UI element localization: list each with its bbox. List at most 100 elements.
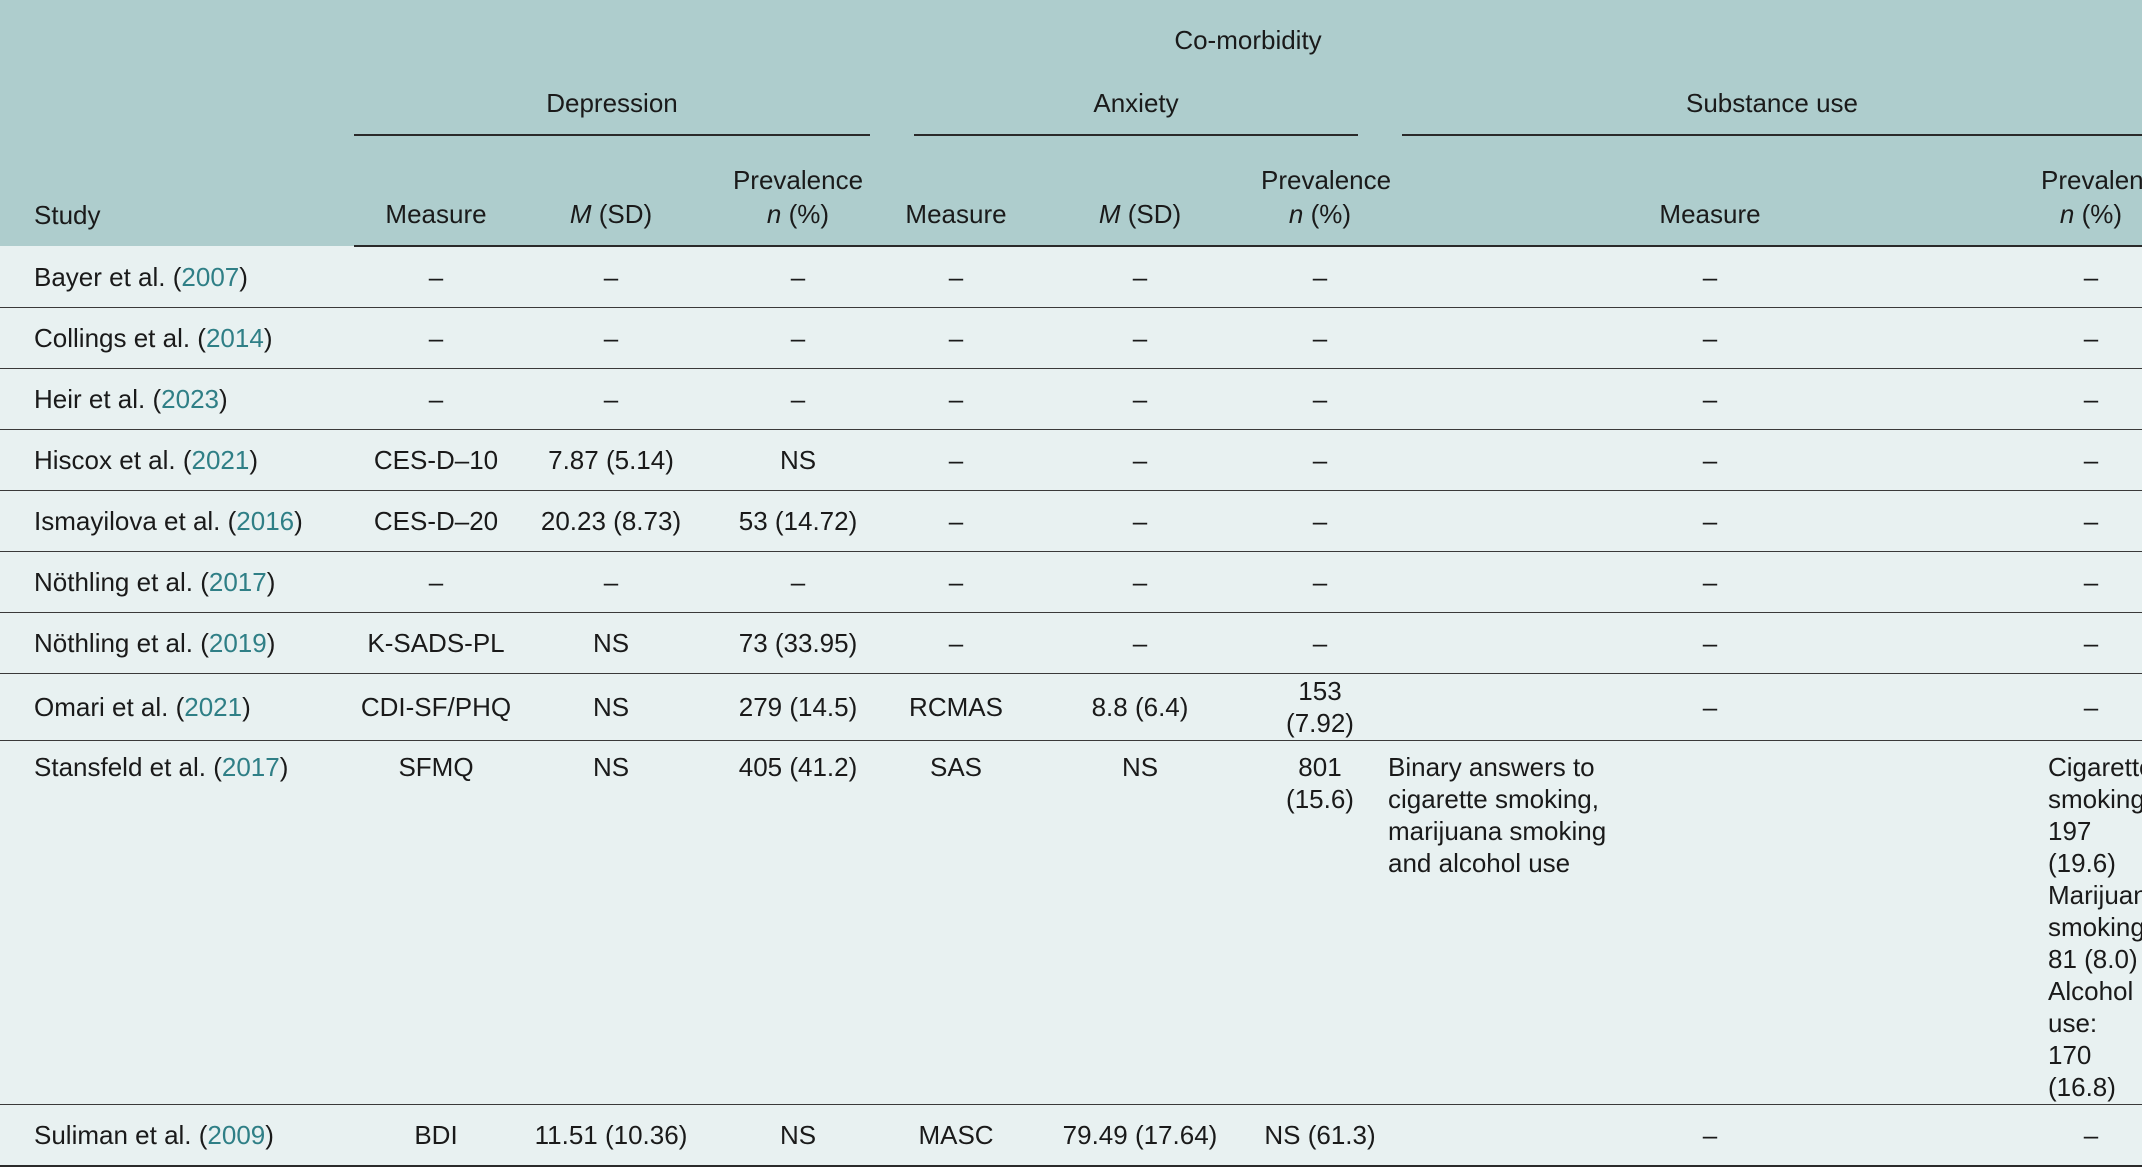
anx-measure-cell: –	[892, 429, 1020, 491]
su-prev-cell: –	[2040, 429, 2142, 491]
su-measure-cell: –	[1380, 429, 2040, 491]
dep-prev-cell: –	[704, 551, 892, 613]
su-measure-cell: –	[1380, 673, 2040, 741]
anx-measure-cell: –	[892, 307, 1020, 369]
anxiety-group-header: Anxiety	[892, 80, 1380, 142]
study-cell: Omari et al. (2021)	[0, 673, 354, 741]
table-row: Heir et al. (2023) – – – – – – – –	[0, 368, 2142, 430]
dep-msd-cell: –	[518, 307, 704, 369]
anx-prev-cell: –	[1260, 429, 1380, 491]
dep-measure-cell: CES-D–10	[354, 429, 518, 491]
table-row: Stansfeld et al. (2017) SFMQ NS 405 (41.…	[0, 740, 2142, 1105]
study-cell: Ismayilova et al. (2016)	[0, 490, 354, 552]
anx-msd-cell: 8.8 (6.4)	[1020, 673, 1260, 741]
dep-msd-cell: –	[518, 551, 704, 613]
anx-msd-cell: –	[1020, 368, 1260, 430]
su-measure-cell: –	[1380, 490, 2040, 552]
study-cell: Bayer et al. (2007)	[0, 246, 354, 308]
comorbidity-header: Co-morbidity	[354, 0, 2142, 80]
dep-prev-cell: NS	[704, 1104, 892, 1167]
table-row: Ismayilova et al. (2016) CES-D–20 20.23 …	[0, 490, 2142, 552]
study-cell: Suliman et al. (2009)	[0, 1104, 354, 1167]
anx-msd-cell: NS	[1020, 740, 1260, 1105]
dep-msd-cell: 7.87 (5.14)	[518, 429, 704, 491]
dep-prev-cell: 53 (14.72)	[704, 490, 892, 552]
year-link[interactable]: 2014	[205, 323, 264, 353]
anx-msd-cell: –	[1020, 246, 1260, 308]
su-measure-cell: –	[1380, 612, 2040, 674]
su-measure-cell: –	[1380, 1104, 2040, 1167]
anx-prev-cell: –	[1260, 490, 1380, 552]
su-prev-cell: –	[2040, 1104, 2142, 1167]
dep-prev-cell: 279 (14.5)	[704, 673, 892, 741]
depression-group-header: Depression	[354, 80, 892, 142]
anx-measure-cell: –	[892, 246, 1020, 308]
dep-msd-cell: –	[518, 368, 704, 430]
dep-measure-cell: –	[354, 368, 518, 430]
anx-measure-cell: –	[892, 368, 1020, 430]
year-link[interactable]: 2021	[191, 445, 250, 475]
dep-measure-cell: –	[354, 551, 518, 613]
dep-measure-cell: CDI-SF/PHQ	[354, 673, 518, 741]
study-cell: Nöthling et al. (2017)	[0, 551, 354, 613]
dep-msd-cell: 20.23 (8.73)	[518, 490, 704, 552]
anx-msd-cell: –	[1020, 490, 1260, 552]
anx-measure-cell: –	[892, 551, 1020, 613]
anx-msd-cell: 79.49 (17.64)	[1020, 1104, 1260, 1167]
anx-prev-cell: –	[1260, 612, 1380, 674]
anx-measure-cell: –	[892, 490, 1020, 552]
year-link[interactable]: 2023	[161, 384, 219, 414]
su-measure-cell: –	[1380, 246, 2040, 308]
substance-group-header: Substance use	[1380, 80, 2142, 142]
anx-msd-header: M (SD)	[1020, 142, 1260, 247]
table-row: Suliman et al. (2009) BDI 11.51 (10.36) …	[0, 1104, 2142, 1167]
year-link[interactable]: 2007	[181, 261, 240, 292]
year-link[interactable]: 2017	[208, 567, 267, 597]
su-measure-cell: –	[1380, 368, 2040, 430]
anx-measure-header: Measure	[892, 142, 1020, 247]
dep-prev-header: Prevalence n (%)	[704, 142, 892, 247]
table-row: Nöthling et al. (2017) – – – – – – – –	[0, 551, 2142, 613]
dep-measure-cell: CES-D–20	[354, 490, 518, 552]
year-link[interactable]: 2021	[184, 692, 243, 722]
table-row: Hiscox et al. (2021) CES-D–10 7.87 (5.14…	[0, 429, 2142, 491]
anx-msd-cell: –	[1020, 612, 1260, 674]
table-row: Collings et al. (2014) – – – – – – – –	[0, 307, 2142, 369]
su-prev-cell: –	[2040, 551, 2142, 613]
dep-prev-cell: 405 (41.2)	[704, 740, 892, 1105]
table-row: Bayer et al. (2007) – – – – – – – –	[0, 246, 2142, 308]
table-row: Omari et al. (2021) CDI-SF/PHQ NS 279 (1…	[0, 673, 2142, 741]
dep-msd-cell: NS	[518, 740, 704, 1105]
su-prev-cell: –	[2040, 490, 2142, 552]
su-measure-cell: –	[1380, 307, 2040, 369]
study-header: Study	[0, 0, 354, 246]
su-measure-cell: Binary answers to cigarette smoking, mar…	[1380, 740, 2040, 1105]
table-header: Study Co-morbidity Depression Anxiety Su…	[0, 0, 2142, 247]
su-prev-cell: –	[2040, 368, 2142, 430]
anx-measure-cell: MASC	[892, 1104, 1020, 1167]
study-cell: Heir et al. (2023)	[0, 368, 354, 430]
dep-msd-cell: 11.51 (10.36)	[518, 1104, 704, 1167]
study-cell: Nöthling et al. (2019)	[0, 612, 354, 674]
study-cell: Hiscox et al. (2021)	[0, 429, 354, 491]
year-link[interactable]: 2016	[236, 506, 295, 536]
anx-measure-cell: SAS	[892, 740, 1020, 1105]
anx-prev-cell: –	[1260, 246, 1380, 308]
anx-msd-cell: –	[1020, 429, 1260, 491]
year-link[interactable]: 2017	[221, 752, 280, 782]
dep-measure-cell: –	[354, 307, 518, 369]
anx-msd-cell: –	[1020, 307, 1260, 369]
su-measure-cell: –	[1380, 551, 2040, 613]
dep-measure-cell: –	[354, 246, 518, 308]
anx-prev-cell: NS (61.3)	[1260, 1104, 1380, 1167]
su-prev-cell: –	[2040, 673, 2142, 741]
year-link[interactable]: 2019	[208, 628, 267, 658]
dep-msd-cell: NS	[518, 673, 704, 741]
dep-prev-cell: –	[704, 246, 892, 308]
dep-measure-cell: SFMQ	[354, 740, 518, 1105]
year-link[interactable]: 2009	[207, 1120, 266, 1150]
study-cell: Stansfeld et al. (2017)	[0, 740, 354, 1105]
anx-prev-cell: –	[1260, 307, 1380, 369]
dep-prev-cell: NS	[704, 429, 892, 491]
